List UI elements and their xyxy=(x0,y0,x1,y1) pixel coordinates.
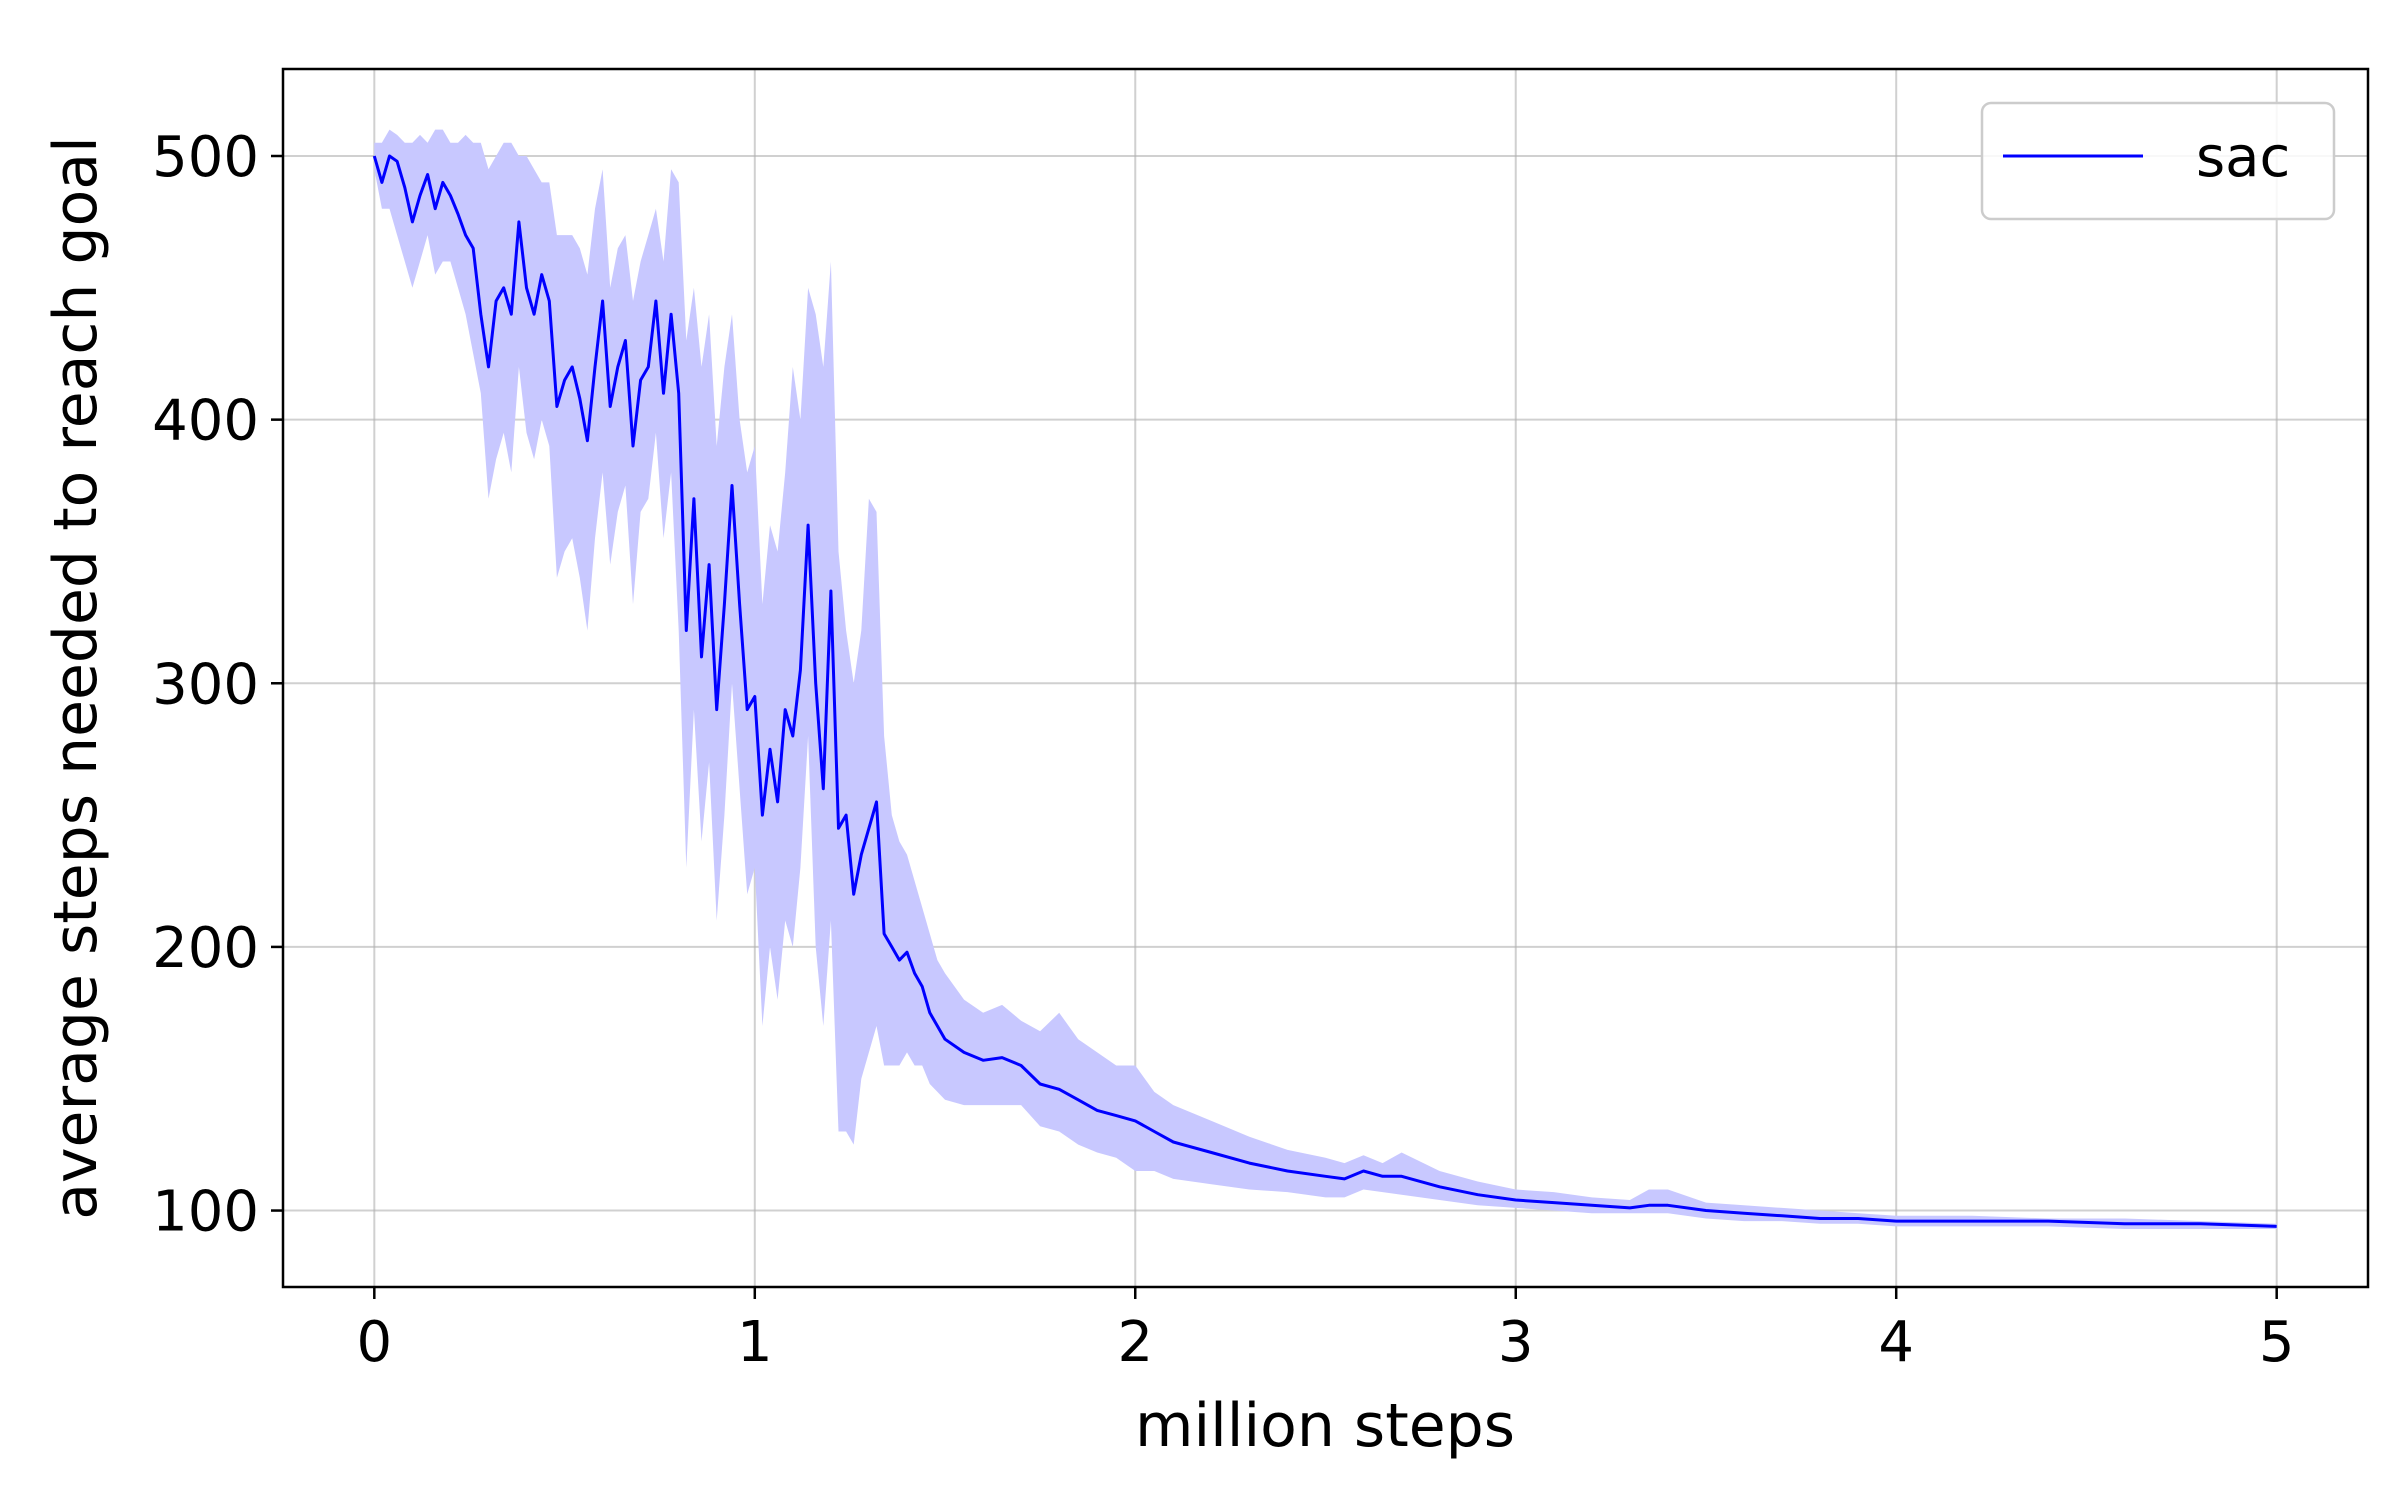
y-axis-ticks: 100 200 300 400 500 xyxy=(152,125,283,1245)
gridlines xyxy=(283,69,2368,1287)
y-tick-label: 200 xyxy=(152,916,259,981)
y-axis-title: average steps needed to reach goal xyxy=(41,136,111,1220)
y-tick-label: 300 xyxy=(152,652,259,717)
x-tick-label: 5 xyxy=(2259,1310,2295,1375)
y-tick-label: 100 xyxy=(152,1180,259,1245)
x-axis-title: million steps xyxy=(1135,1391,1515,1461)
x-tick-label: 1 xyxy=(737,1310,773,1375)
x-tick-label: 3 xyxy=(1498,1310,1534,1375)
legend-box xyxy=(1980,101,2336,221)
legend-label: sac xyxy=(2196,125,2290,190)
series-line-sac xyxy=(372,154,2277,1228)
x-tick-label: 2 xyxy=(1117,1310,1153,1375)
y-tick-label: 500 xyxy=(152,125,259,190)
x-tick-label: 4 xyxy=(1878,1310,1914,1375)
x-axis-ticks: 0 1 2 3 4 5 xyxy=(356,1287,2295,1375)
axes-frame xyxy=(281,67,2370,1289)
confidence-band-sac xyxy=(374,129,2277,1230)
x-tick-label: 0 xyxy=(356,1310,392,1375)
legend: sac xyxy=(1980,101,2336,221)
plot-area xyxy=(372,129,2277,1230)
y-tick-label: 400 xyxy=(152,389,259,454)
